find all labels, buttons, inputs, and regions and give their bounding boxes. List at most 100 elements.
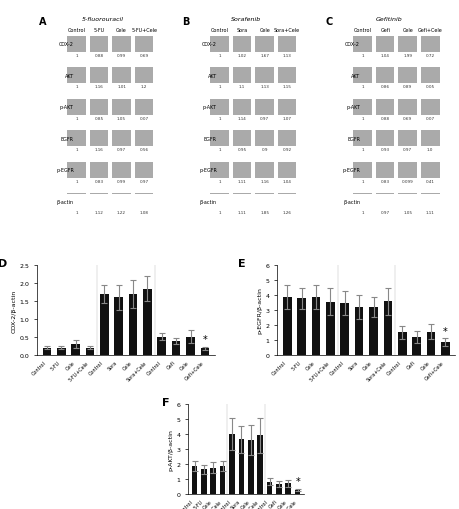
Text: 1.02: 1.02 (237, 54, 246, 58)
Text: 1: 1 (75, 211, 78, 215)
Bar (201, 469, 206, 494)
Bar (440, 343, 449, 355)
FancyBboxPatch shape (277, 162, 296, 178)
Text: COX-2: COX-2 (202, 42, 217, 47)
Text: COX-2: COX-2 (344, 42, 359, 47)
Text: Control: Control (353, 28, 371, 33)
Text: EGFR: EGFR (61, 136, 74, 142)
FancyBboxPatch shape (134, 99, 153, 116)
FancyBboxPatch shape (210, 162, 229, 178)
Bar (157, 337, 166, 355)
Text: 0.72: 0.72 (425, 54, 434, 58)
FancyBboxPatch shape (420, 68, 438, 84)
FancyBboxPatch shape (255, 37, 273, 53)
FancyBboxPatch shape (277, 99, 296, 116)
FancyBboxPatch shape (420, 193, 438, 210)
Text: F: F (162, 397, 169, 407)
Bar (143, 289, 151, 355)
FancyBboxPatch shape (67, 193, 86, 210)
Bar (114, 298, 123, 355)
Text: Control: Control (67, 28, 85, 33)
Text: 0.69: 0.69 (139, 54, 148, 58)
Text: 1.22: 1.22 (117, 211, 126, 215)
Text: 0.83: 0.83 (380, 179, 389, 183)
Text: Sora: Sora (236, 28, 247, 33)
Text: 0.88: 0.88 (380, 117, 389, 121)
FancyBboxPatch shape (210, 193, 229, 210)
Text: 0.97: 0.97 (380, 211, 389, 215)
Text: Cele: Cele (116, 28, 127, 33)
Bar (411, 337, 420, 355)
Text: 1: 1 (361, 85, 363, 89)
Text: 1.13: 1.13 (260, 85, 269, 89)
Y-axis label: COX-2/β-actin: COX-2/β-actin (11, 289, 17, 332)
Text: 0.97: 0.97 (139, 179, 148, 183)
Text: 0.97: 0.97 (259, 117, 269, 121)
FancyBboxPatch shape (210, 131, 229, 147)
Bar (354, 307, 363, 355)
FancyBboxPatch shape (67, 162, 86, 178)
FancyBboxPatch shape (255, 131, 273, 147)
Bar (426, 332, 434, 355)
Text: 1.67: 1.67 (260, 54, 269, 58)
Text: 0.07: 0.07 (425, 117, 434, 121)
FancyBboxPatch shape (232, 68, 251, 84)
Text: 1: 1 (361, 54, 363, 58)
FancyBboxPatch shape (397, 99, 416, 116)
Bar (285, 484, 291, 494)
Text: 1.04: 1.04 (282, 179, 291, 183)
FancyBboxPatch shape (67, 37, 86, 53)
Text: AKT: AKT (65, 74, 74, 79)
Text: 0.07: 0.07 (139, 117, 148, 121)
FancyBboxPatch shape (420, 99, 438, 116)
Text: 1.16: 1.16 (260, 179, 269, 183)
FancyBboxPatch shape (67, 131, 86, 147)
Text: C: C (325, 17, 332, 27)
FancyBboxPatch shape (397, 37, 416, 53)
FancyBboxPatch shape (90, 162, 108, 178)
FancyBboxPatch shape (112, 37, 130, 53)
Text: 1.14: 1.14 (237, 117, 246, 121)
Text: COX-2: COX-2 (59, 42, 74, 47)
Text: 1: 1 (218, 117, 220, 121)
Text: 1.05: 1.05 (403, 211, 411, 215)
Text: 1: 1 (75, 148, 78, 152)
Bar (282, 297, 291, 355)
FancyBboxPatch shape (134, 162, 153, 178)
FancyBboxPatch shape (375, 162, 394, 178)
Y-axis label: p-AKT/β-actin: p-AKT/β-actin (168, 428, 173, 470)
Bar (325, 302, 334, 355)
FancyBboxPatch shape (277, 193, 296, 210)
Text: *: * (295, 476, 299, 486)
FancyBboxPatch shape (90, 99, 108, 116)
FancyBboxPatch shape (90, 193, 108, 210)
Text: 1: 1 (361, 148, 363, 152)
Text: A: A (39, 17, 47, 27)
FancyBboxPatch shape (112, 131, 130, 147)
FancyBboxPatch shape (277, 37, 296, 53)
FancyBboxPatch shape (375, 68, 394, 84)
Bar (340, 303, 348, 355)
Text: 1: 1 (218, 211, 220, 215)
Text: 1.16: 1.16 (95, 148, 103, 152)
Text: 1.99: 1.99 (403, 54, 411, 58)
Bar (257, 436, 263, 494)
FancyBboxPatch shape (210, 68, 229, 84)
Text: 1.16: 1.16 (95, 85, 103, 89)
FancyBboxPatch shape (277, 68, 296, 84)
Text: 1: 1 (75, 54, 78, 58)
Text: 0.99: 0.99 (117, 54, 126, 58)
FancyBboxPatch shape (375, 131, 394, 147)
Text: 1: 1 (218, 54, 220, 58)
Text: 0.97: 0.97 (402, 148, 411, 152)
Text: 0.69: 0.69 (402, 117, 411, 121)
FancyBboxPatch shape (210, 99, 229, 116)
FancyBboxPatch shape (232, 162, 251, 178)
Text: 1.1: 1.1 (239, 85, 245, 89)
Text: 0.88: 0.88 (94, 54, 103, 58)
Text: 1.26: 1.26 (282, 211, 291, 215)
FancyBboxPatch shape (397, 193, 416, 210)
FancyBboxPatch shape (90, 37, 108, 53)
Text: 1.12: 1.12 (95, 211, 103, 215)
Text: 5-fluorouracil: 5-fluorouracil (82, 17, 124, 22)
